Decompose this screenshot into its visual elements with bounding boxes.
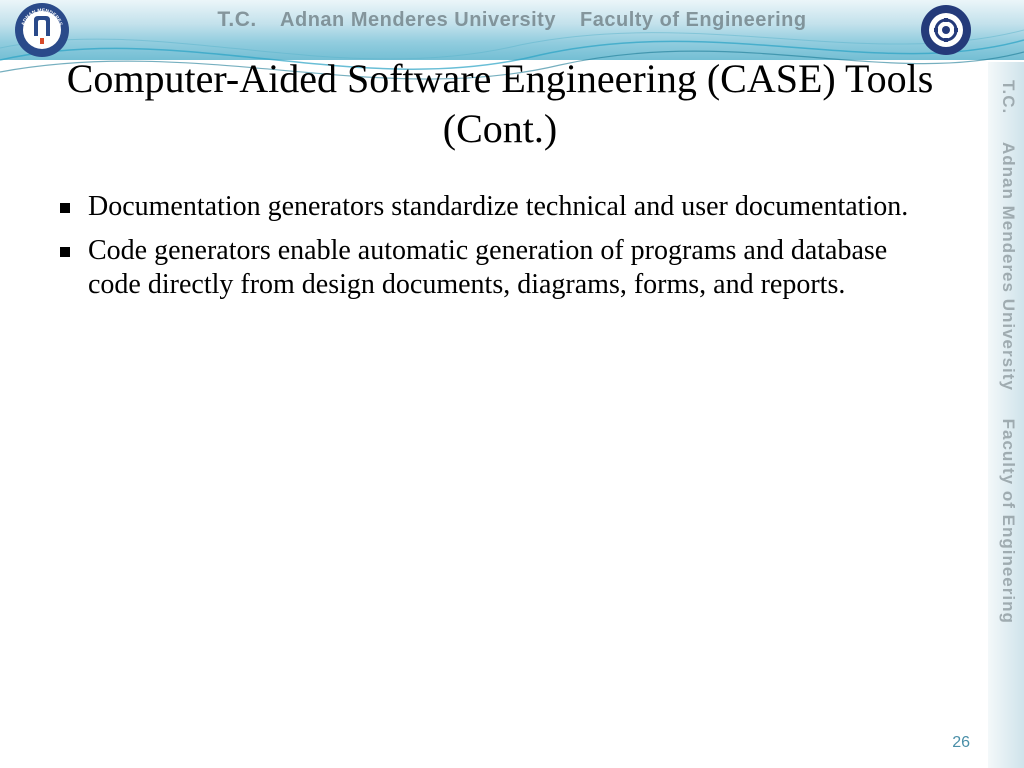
- bullet-marker-icon: [60, 203, 70, 213]
- list-item: Code generators enable automatic generat…: [60, 234, 944, 302]
- faculty-logo-icon: [920, 4, 972, 56]
- bullet-marker-icon: [60, 247, 70, 257]
- header-text: T.C. Adnan Menderes University Faculty o…: [0, 8, 1024, 32]
- header-faculty: Faculty of Engineering: [580, 9, 807, 31]
- header-tc: T.C.: [217, 8, 256, 31]
- bullet-text: Documentation generators standardize tec…: [88, 190, 908, 224]
- side-faculty: Faculty of Engineering: [999, 419, 1018, 624]
- page-number: 26: [952, 734, 970, 752]
- bullet-text: Code generators enable automatic generat…: [88, 234, 944, 302]
- list-item: Documentation generators standardize tec…: [60, 190, 944, 224]
- university-logo-icon: ADNAN MENDERES: [14, 2, 70, 58]
- header-university: Adnan Menderes University: [280, 9, 556, 31]
- slide-title: Computer-Aided Software Engineering (CAS…: [20, 54, 980, 154]
- side-text: T.C. Adnan Menderes University Faculty o…: [994, 80, 1018, 624]
- slide-content: Documentation generators standardize tec…: [60, 190, 944, 312]
- side-tc: T.C.: [998, 80, 1018, 114]
- side-university: Adnan Menderes University: [998, 142, 1018, 391]
